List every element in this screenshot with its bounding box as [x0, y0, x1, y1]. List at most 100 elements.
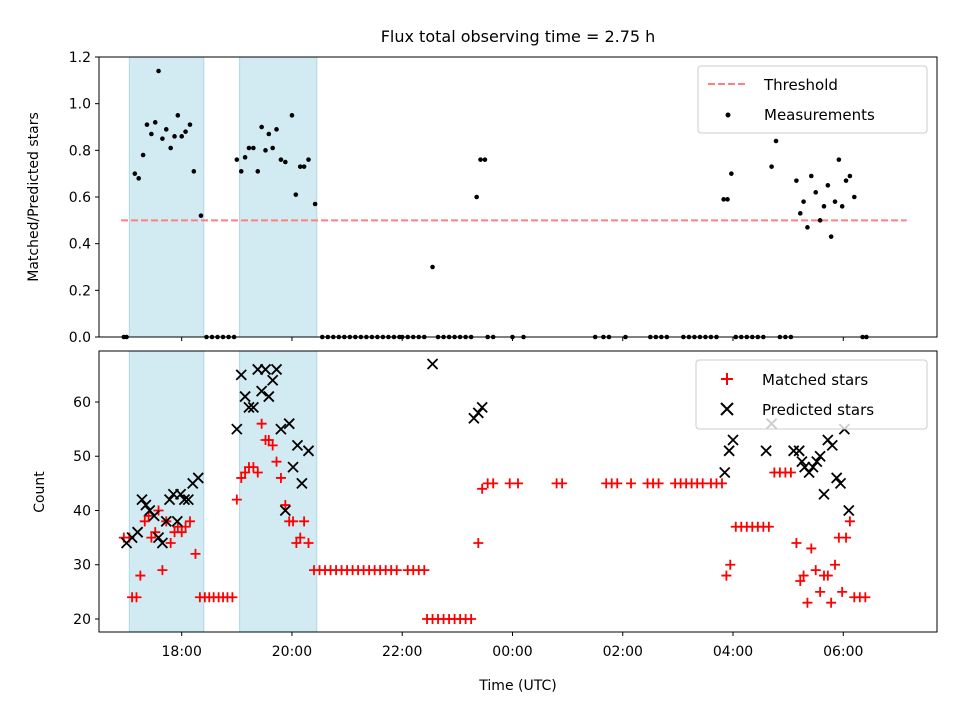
measurement-point: [843, 178, 849, 183]
predicted-point: [807, 461, 819, 473]
predicted-point: [267, 374, 279, 386]
ratio-panel-ylabel: Matched/Predicted stars: [26, 112, 42, 282]
matched-point: [626, 478, 637, 489]
measurement-point: [255, 169, 261, 174]
predicted-point: [140, 499, 152, 511]
matched-point: [165, 538, 176, 549]
measurement-point: [478, 157, 483, 162]
ratio-ytick-label: 0.0: [69, 330, 91, 346]
matched-point: [473, 538, 484, 549]
predicted-point: [259, 363, 272, 376]
matched-point: [716, 478, 727, 489]
x-tick-label: 20:00: [272, 644, 312, 660]
predicted-point: [152, 531, 165, 544]
measurement-point: [721, 197, 726, 202]
ratio-ytick-label: 0.2: [69, 283, 91, 299]
measurement-point: [769, 164, 774, 169]
matched-point: [826, 597, 837, 608]
measurement-point: [725, 197, 730, 202]
measurement-point: [187, 122, 193, 127]
count-ytick-label: 40: [73, 503, 91, 519]
count-ytick-label: 30: [73, 558, 91, 574]
ratio-ytick-label: 1.2: [69, 50, 91, 66]
matched-point: [131, 592, 142, 603]
ratio-legend-box: [697, 65, 928, 134]
predicted-point: [283, 418, 295, 430]
measurement-point: [160, 136, 165, 141]
measurement-point: [797, 211, 803, 216]
ratio-ytick-label: 0.8: [69, 143, 91, 159]
matched-point: [256, 418, 267, 429]
threshold-legend-label: Threshold: [763, 76, 838, 94]
measurement-point: [430, 264, 435, 270]
matched-point: [612, 478, 623, 489]
ratio-legend: Threshold Measurements: [697, 65, 928, 134]
predicted-point: [192, 472, 204, 484]
matched-point: [299, 516, 310, 527]
x-tick-label: 02:00: [603, 644, 643, 660]
count-panel: 20 30 40 50 60 18:00 20:00 22:00 00:00 02:00 04:0…: [32, 350, 938, 660]
matched-point: [240, 467, 251, 478]
measurement-point: [828, 234, 834, 239]
predicted-point: [302, 445, 315, 457]
predicted-point: [174, 488, 187, 500]
matched-legend-label: Matched stars: [762, 371, 868, 389]
predicted-point: [270, 363, 283, 376]
measurement-point: [274, 127, 279, 132]
measurement-point: [825, 183, 831, 188]
predicted-point: [263, 390, 275, 403]
predicted-point: [182, 494, 194, 506]
matched-point: [157, 565, 168, 576]
measurement-point: [251, 145, 256, 151]
matched-point: [227, 592, 238, 603]
predicted-point: [171, 515, 183, 527]
predicted-point: [256, 385, 268, 397]
measurement-point: [168, 145, 173, 151]
matched-point: [837, 586, 848, 597]
measurement-point: [183, 129, 188, 134]
matched-point: [841, 532, 852, 543]
matched-point: [798, 570, 809, 581]
matched-point: [830, 559, 841, 570]
matched-point: [806, 543, 817, 554]
observing-window-1: [128, 56, 205, 338]
matched-point: [802, 597, 813, 608]
x-tick-label: 04:00: [713, 644, 753, 660]
matched-point: [785, 467, 796, 478]
matched-point: [466, 613, 477, 624]
matched-point: [721, 570, 732, 581]
measurement-point: [773, 138, 779, 144]
matched-point: [146, 532, 157, 543]
predicted-point: [811, 456, 823, 468]
predicted-point: [291, 439, 304, 452]
matched-point: [295, 532, 306, 543]
measurement-point: [234, 157, 240, 162]
matched-point: [815, 586, 826, 597]
matched-point: [419, 565, 430, 576]
observing-window-1: [128, 350, 205, 633]
predicted-point: [793, 445, 805, 457]
measurement-point: [179, 134, 184, 139]
measurement-point: [259, 124, 264, 130]
predicted-point: [279, 504, 291, 517]
measurement-point: [729, 171, 734, 176]
measurement-point: [132, 171, 138, 176]
matched-point: [291, 538, 302, 549]
measurement-point: [136, 176, 141, 181]
matched-point: [860, 592, 871, 603]
matched-point: [477, 483, 488, 494]
matched-point: [184, 516, 195, 527]
matched-point: [190, 548, 201, 559]
measurements-legend-swatch: [725, 112, 731, 118]
measurement-point: [809, 173, 814, 179]
measurement-point: [283, 159, 288, 165]
measurement-point: [149, 131, 154, 137]
measurement-point: [191, 169, 197, 174]
matched-point: [271, 456, 282, 467]
predicted-point: [275, 423, 287, 435]
measurement-point: [172, 134, 177, 139]
measurement-point: [794, 178, 799, 183]
predicted-point: [231, 423, 243, 435]
predicted-point: [235, 369, 247, 381]
observing-window-2: [239, 56, 318, 338]
